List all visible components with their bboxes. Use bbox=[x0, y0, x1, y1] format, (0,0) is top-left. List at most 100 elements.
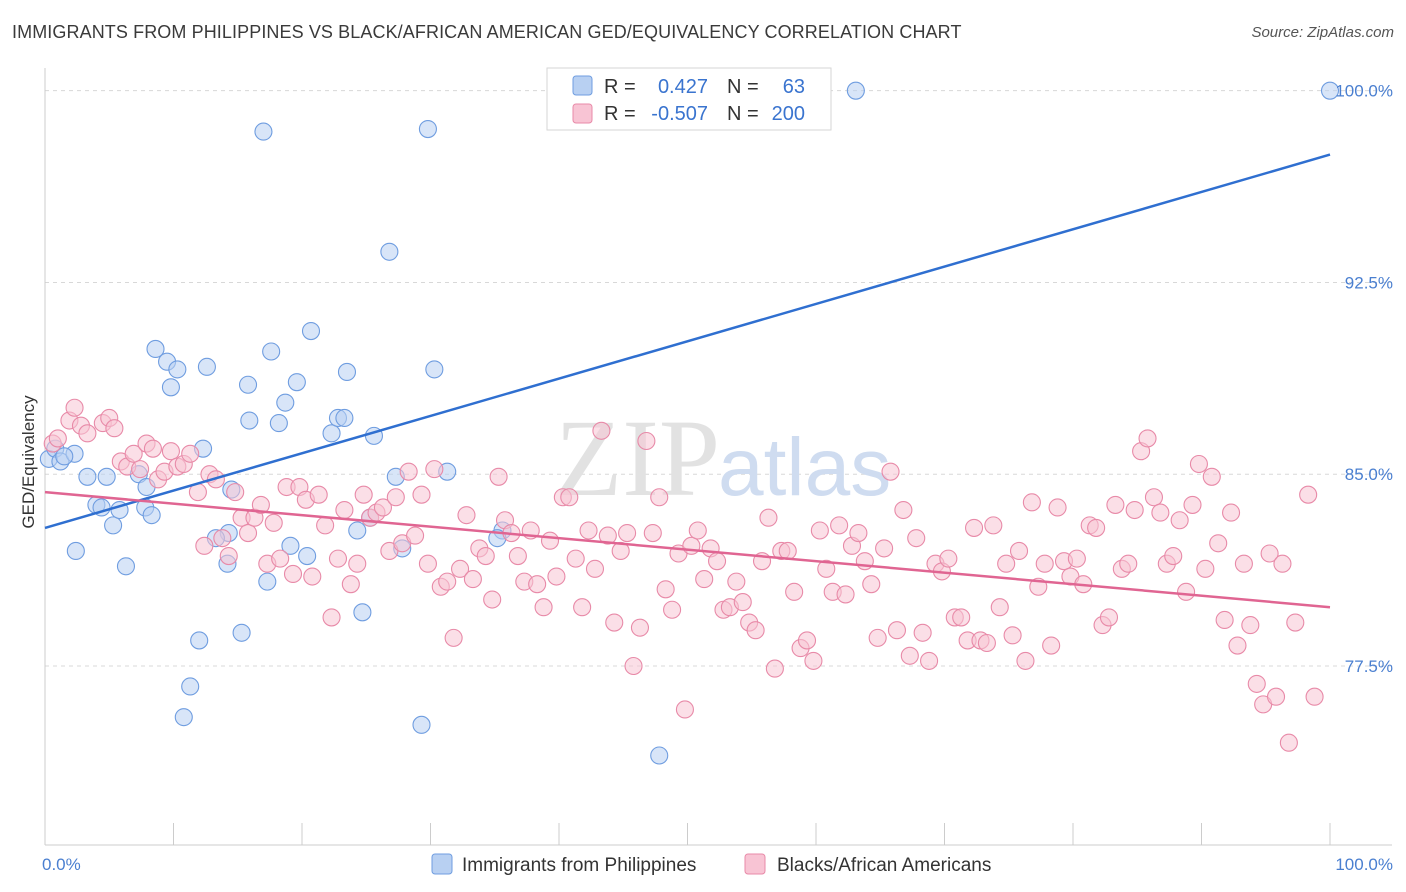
black-american-point bbox=[335, 500, 354, 520]
black-american-point bbox=[399, 462, 418, 481]
black-american-point bbox=[585, 559, 605, 578]
legend-r-label-1: R = bbox=[604, 76, 636, 98]
philippines-point bbox=[418, 119, 437, 139]
philippines-point bbox=[240, 411, 259, 430]
black-american-point bbox=[1009, 541, 1029, 560]
black-american-point bbox=[579, 521, 598, 540]
philippines-point bbox=[142, 506, 161, 525]
legend: R = 0.427 N = 63 R = -0.507 N = 200 bbox=[546, 67, 832, 131]
bottom-legend: Immigrants from Philippines Blacks/Afric… bbox=[431, 853, 991, 876]
legend-swatch-blue bbox=[572, 75, 593, 96]
black-american-point bbox=[463, 570, 482, 589]
black-american-point bbox=[804, 651, 823, 670]
black-american-point bbox=[48, 429, 67, 448]
black-american-point bbox=[105, 419, 124, 438]
black-american-point bbox=[1151, 503, 1170, 522]
black-american-point bbox=[1164, 547, 1183, 566]
black-american-point bbox=[984, 516, 1003, 535]
y-tick-label: 92.5% bbox=[1345, 273, 1393, 292]
philippines-point bbox=[846, 81, 865, 100]
black-american-point bbox=[797, 631, 817, 650]
black-american-point bbox=[181, 444, 200, 463]
black-american-point bbox=[817, 559, 836, 578]
black-american-point bbox=[894, 500, 913, 520]
x-tick-labels: 0.0% 100.0% bbox=[42, 855, 1393, 874]
legend-n-value-1: 63 bbox=[783, 76, 805, 98]
black-american-point bbox=[1189, 454, 1208, 474]
x-tick-label: 100.0% bbox=[1335, 855, 1393, 874]
black-american-point bbox=[316, 516, 335, 535]
black-american-point bbox=[1138, 429, 1157, 448]
grid-lines bbox=[45, 90, 1392, 667]
philippines-point bbox=[650, 746, 669, 765]
philippines-point bbox=[197, 357, 216, 376]
philippines-point bbox=[335, 408, 354, 428]
black-american-point bbox=[675, 700, 694, 719]
black-american-point bbox=[124, 444, 143, 463]
black-american-point bbox=[373, 498, 393, 517]
black-american-point bbox=[663, 600, 682, 619]
legend-r-label-2: R = bbox=[604, 103, 636, 125]
philippines-point bbox=[55, 447, 74, 466]
black-american-point bbox=[605, 613, 624, 632]
black-american-point bbox=[836, 585, 855, 604]
black-american-point bbox=[457, 506, 476, 525]
black-american-trend-line bbox=[44, 490, 1331, 609]
philippines-point bbox=[298, 547, 317, 566]
black-american-point bbox=[785, 582, 804, 601]
y-tick-label: 85.0% bbox=[1345, 465, 1393, 484]
black-american-point bbox=[849, 523, 868, 543]
black-american-point bbox=[727, 572, 746, 591]
black-american-point bbox=[1299, 485, 1318, 504]
black-american-point bbox=[131, 460, 150, 479]
black-american-point bbox=[1183, 495, 1202, 514]
legend-box bbox=[546, 67, 832, 131]
black-american-point bbox=[868, 628, 887, 647]
black-american-point bbox=[226, 483, 245, 502]
black-american-point bbox=[508, 547, 527, 566]
black-american-point bbox=[1125, 500, 1144, 520]
philippines-point bbox=[380, 242, 399, 261]
philippines-point bbox=[258, 572, 277, 591]
philippines-point bbox=[412, 715, 431, 734]
philippines-point bbox=[66, 541, 85, 560]
black-american-point bbox=[143, 439, 162, 458]
black-american-point bbox=[965, 518, 984, 537]
black-american-point bbox=[630, 618, 650, 637]
black-american-point bbox=[688, 521, 707, 540]
black-american-point bbox=[759, 508, 778, 527]
black-american-point bbox=[1016, 651, 1035, 670]
black-american-point bbox=[695, 570, 714, 589]
black-american-point bbox=[566, 549, 585, 568]
source-label: Source: ZipAtlas.com bbox=[1251, 24, 1394, 41]
black-american-point bbox=[708, 552, 727, 571]
philippines-point bbox=[146, 339, 165, 358]
black-american-point bbox=[887, 621, 907, 640]
black-american-point bbox=[386, 488, 405, 507]
black-american-point bbox=[534, 598, 553, 617]
chart-title: IMMIGRANTS FROM PHILIPPINES VS BLACK/AFR… bbox=[12, 22, 962, 42]
black-american-point bbox=[920, 651, 939, 670]
philippines-point bbox=[301, 321, 321, 341]
philippines-trend-line bbox=[44, 153, 1331, 530]
watermark: ZIP atlas bbox=[555, 397, 891, 519]
black-american-point bbox=[406, 526, 425, 545]
black-american-point bbox=[1196, 559, 1215, 578]
black-american-point bbox=[952, 608, 971, 627]
legend-swatch-pink bbox=[572, 103, 593, 124]
y-axis-label: GED/Equivalency bbox=[19, 395, 38, 529]
black-american-point bbox=[1048, 498, 1067, 517]
black-american-point bbox=[618, 523, 637, 543]
philippines-point bbox=[254, 122, 273, 141]
philippines-point bbox=[116, 557, 136, 576]
y-tick-label: 100.0% bbox=[1335, 82, 1393, 101]
black-american-point bbox=[881, 462, 900, 481]
black-american-point bbox=[238, 523, 258, 543]
black-american-point bbox=[1247, 674, 1266, 693]
philippines-point bbox=[353, 603, 372, 622]
black-american-point bbox=[1119, 554, 1138, 573]
black-american-point bbox=[303, 567, 322, 586]
philippines-point bbox=[174, 708, 193, 727]
black-american-point bbox=[1228, 636, 1247, 655]
